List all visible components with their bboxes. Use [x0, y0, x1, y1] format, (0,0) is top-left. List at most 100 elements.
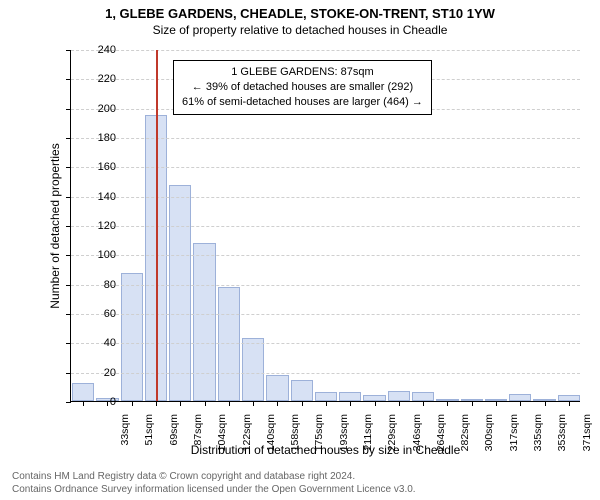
x-tick-label: 69sqm	[168, 414, 180, 458]
grid-line	[71, 167, 580, 168]
y-tick-label: 60	[86, 308, 116, 320]
x-tick-mark	[253, 401, 254, 406]
x-tick-mark	[472, 401, 473, 406]
histogram-bar	[388, 391, 410, 401]
x-tick-label: 104sqm	[216, 414, 228, 458]
grid-line	[71, 373, 580, 374]
histogram-bar	[509, 394, 531, 401]
y-tick-mark	[66, 167, 71, 168]
title-address: 1, GLEBE GARDENS, CHEADLE, STOKE-ON-TREN…	[0, 6, 600, 21]
x-tick-label: 229sqm	[386, 414, 398, 458]
x-tick-label: 317sqm	[508, 414, 520, 458]
plot-area: Number of detached properties Distributi…	[70, 50, 580, 402]
info-line: 1 GLEBE GARDENS: 87sqm	[182, 65, 423, 80]
x-tick-label: 353sqm	[556, 414, 568, 458]
property-info-box: 1 GLEBE GARDENS: 87sqm← 39% of detached …	[173, 60, 432, 115]
x-tick-mark	[205, 401, 206, 406]
y-tick-label: 240	[86, 44, 116, 56]
x-tick-label: 51sqm	[143, 414, 155, 458]
x-tick-label: 264sqm	[435, 414, 447, 458]
x-tick-mark	[569, 401, 570, 406]
info-line: 61% of semi-detached houses are larger (…	[182, 95, 423, 110]
x-tick-label: 33sqm	[119, 414, 131, 458]
y-tick-mark	[66, 285, 71, 286]
grid-line	[71, 255, 580, 256]
x-tick-label: 211sqm	[362, 414, 374, 458]
chart-title-block: 1, GLEBE GARDENS, CHEADLE, STOKE-ON-TREN…	[0, 0, 600, 37]
x-tick-mark	[156, 401, 157, 406]
x-tick-label: 175sqm	[313, 414, 325, 458]
histogram-bar	[315, 392, 337, 401]
x-tick-mark	[302, 401, 303, 406]
grid-line	[71, 343, 580, 344]
histogram-bar	[339, 392, 361, 401]
footer-line2: Contains Ordnance Survey information lic…	[12, 484, 416, 497]
y-tick-label: 120	[86, 220, 116, 232]
grid-line	[71, 226, 580, 227]
y-axis-label: Number of detached properties	[48, 143, 62, 308]
x-tick-mark	[520, 401, 521, 406]
title-subtitle: Size of property relative to detached ho…	[0, 23, 600, 37]
histogram-bar	[169, 185, 191, 401]
x-tick-mark	[229, 401, 230, 406]
grid-line	[71, 314, 580, 315]
x-tick-label: 193sqm	[338, 414, 350, 458]
x-tick-mark	[83, 401, 84, 406]
x-tick-mark	[326, 401, 327, 406]
info-line: ← 39% of detached houses are smaller (29…	[182, 80, 423, 95]
x-tick-label: 140sqm	[265, 414, 277, 458]
y-tick-label: 20	[86, 367, 116, 379]
y-tick-mark	[66, 255, 71, 256]
x-tick-label: 335sqm	[532, 414, 544, 458]
x-tick-mark	[447, 401, 448, 406]
x-tick-label: 87sqm	[192, 414, 204, 458]
y-tick-label: 40	[86, 337, 116, 349]
x-tick-label: 300sqm	[483, 414, 495, 458]
x-tick-mark	[496, 401, 497, 406]
histogram-bar	[266, 375, 288, 401]
footer-note: Contains HM Land Registry data © Crown c…	[12, 471, 416, 496]
histogram-bar	[121, 273, 143, 401]
y-tick-label: 140	[86, 191, 116, 203]
x-tick-label: 122sqm	[241, 414, 253, 458]
y-tick-mark	[66, 402, 71, 403]
y-tick-label: 100	[86, 249, 116, 261]
y-tick-mark	[66, 197, 71, 198]
chart-container: Number of detached properties Distributi…	[28, 44, 588, 444]
x-tick-mark	[423, 401, 424, 406]
grid-line	[71, 50, 580, 51]
y-tick-mark	[66, 79, 71, 80]
grid-line	[71, 138, 580, 139]
y-tick-label: 0	[86, 396, 116, 408]
y-tick-label: 80	[86, 279, 116, 291]
x-tick-mark	[545, 401, 546, 406]
y-tick-mark	[66, 50, 71, 51]
y-tick-label: 160	[86, 161, 116, 173]
x-tick-mark	[375, 401, 376, 406]
x-tick-label: 158sqm	[289, 414, 301, 458]
y-tick-mark	[66, 343, 71, 344]
histogram-bar	[412, 392, 434, 401]
grid-line	[71, 197, 580, 198]
x-tick-mark	[350, 401, 351, 406]
x-tick-label: 246sqm	[411, 414, 423, 458]
grid-line	[71, 285, 580, 286]
y-tick-label: 220	[86, 73, 116, 85]
y-tick-mark	[66, 373, 71, 374]
footer-line1: Contains HM Land Registry data © Crown c…	[12, 471, 416, 484]
y-tick-mark	[66, 138, 71, 139]
x-tick-label: 371sqm	[581, 414, 593, 458]
x-tick-label: 282sqm	[459, 414, 471, 458]
x-tick-mark	[399, 401, 400, 406]
histogram-bar	[193, 243, 215, 401]
histogram-bar	[291, 380, 313, 401]
histogram-bar	[242, 338, 264, 401]
y-tick-mark	[66, 314, 71, 315]
x-tick-mark	[277, 401, 278, 406]
x-tick-mark	[180, 401, 181, 406]
y-tick-mark	[66, 226, 71, 227]
y-tick-label: 200	[86, 103, 116, 115]
y-tick-mark	[66, 109, 71, 110]
x-tick-mark	[132, 401, 133, 406]
property-marker-line	[156, 50, 158, 401]
